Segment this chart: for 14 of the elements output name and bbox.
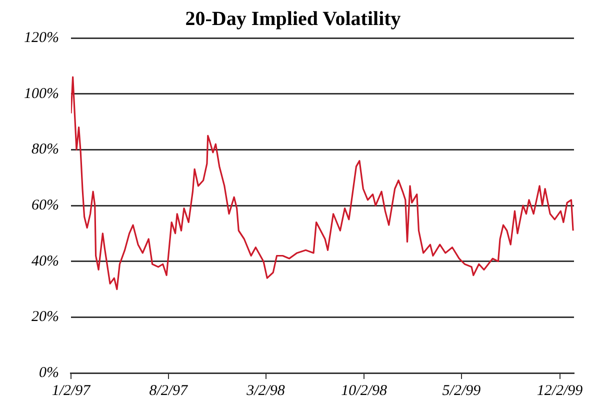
x-tick-label: 12/2/99 <box>536 382 584 399</box>
y-tick-label: 100% <box>24 86 59 102</box>
y-tick-label: 60% <box>31 197 59 214</box>
x-tick-label: 8/2/97 <box>149 382 190 399</box>
x-tick-label: 3/2/98 <box>246 382 286 399</box>
y-tick-label: 20% <box>31 309 59 326</box>
y-tick-label: 40% <box>31 253 59 270</box>
y-tick-label: 120% <box>24 30 59 46</box>
x-tick-label: 5/2/99 <box>442 382 482 399</box>
x-tick-label: 10/2/98 <box>341 382 388 399</box>
chart-title: 20-Day Implied Volatility <box>185 8 401 30</box>
y-tick-label: 0% <box>38 364 59 381</box>
x-tick-label: 1/2/97 <box>52 382 92 399</box>
y-tick-label: 80% <box>31 142 59 158</box>
